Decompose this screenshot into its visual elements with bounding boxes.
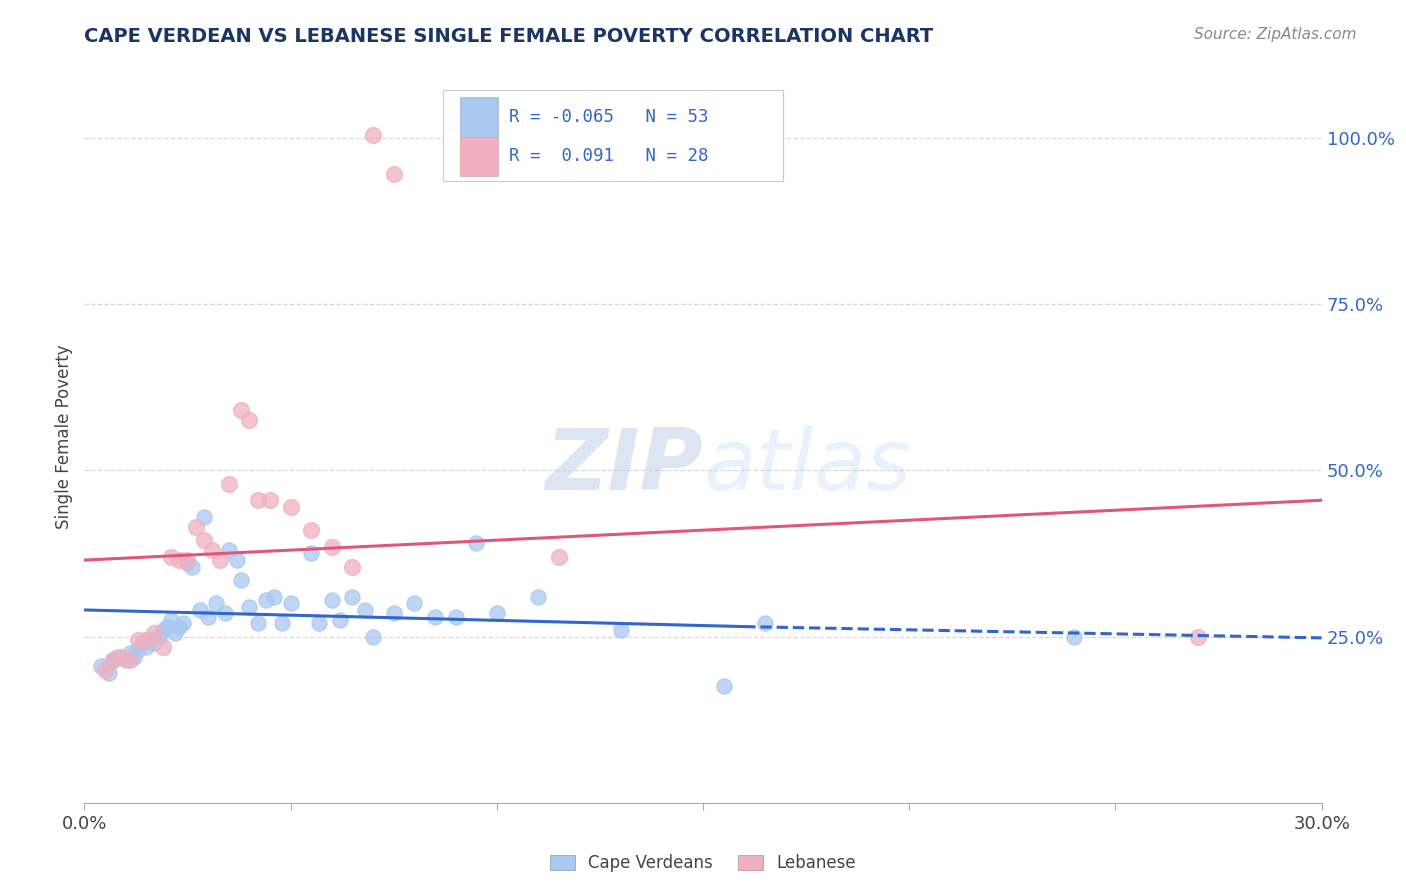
- Point: [135, 632, 157, 647]
- Point: [254, 593, 277, 607]
- Text: atlas: atlas: [703, 425, 911, 508]
- Point: [299, 546, 322, 560]
- Point: [238, 599, 260, 614]
- Point: [205, 596, 228, 610]
- Point: [246, 616, 269, 631]
- Point: [98, 666, 121, 681]
- Text: R = -0.065   N = 53: R = -0.065 N = 53: [509, 108, 709, 126]
- Point: [135, 640, 157, 654]
- Point: [465, 536, 488, 550]
- Point: [353, 603, 375, 617]
- Point: [214, 607, 236, 621]
- Point: [193, 533, 215, 548]
- Point: [238, 413, 260, 427]
- Point: [218, 476, 240, 491]
- Text: R =  0.091   N = 28: R = 0.091 N = 28: [509, 147, 709, 165]
- Point: [152, 640, 174, 654]
- Legend: Cape Verdeans, Lebanese: Cape Verdeans, Lebanese: [543, 847, 863, 879]
- Point: [176, 557, 198, 571]
- FancyBboxPatch shape: [461, 97, 498, 136]
- Point: [342, 559, 364, 574]
- Point: [527, 590, 550, 604]
- Point: [184, 520, 207, 534]
- Point: [423, 609, 446, 624]
- Point: [180, 559, 202, 574]
- Point: [444, 609, 467, 624]
- Point: [152, 623, 174, 637]
- Point: [280, 500, 302, 514]
- Point: [103, 653, 125, 667]
- Point: [110, 649, 132, 664]
- Point: [197, 609, 219, 624]
- Point: [127, 643, 149, 657]
- Point: [156, 619, 179, 633]
- Point: [342, 590, 364, 604]
- Point: [118, 653, 141, 667]
- Point: [94, 663, 117, 677]
- Point: [176, 553, 198, 567]
- Point: [148, 630, 170, 644]
- Point: [329, 613, 352, 627]
- Point: [271, 616, 294, 631]
- Point: [229, 573, 252, 587]
- Point: [122, 649, 145, 664]
- Point: [226, 553, 249, 567]
- Point: [127, 632, 149, 647]
- Point: [361, 128, 384, 142]
- Point: [143, 626, 166, 640]
- Text: ZIP: ZIP: [546, 425, 703, 508]
- Point: [193, 509, 215, 524]
- Point: [229, 403, 252, 417]
- Point: [308, 616, 330, 631]
- Point: [131, 636, 153, 650]
- Point: [143, 636, 166, 650]
- Point: [114, 653, 136, 667]
- Point: [754, 616, 776, 631]
- Point: [382, 607, 405, 621]
- Point: [485, 607, 508, 621]
- Point: [259, 493, 281, 508]
- FancyBboxPatch shape: [443, 90, 783, 181]
- Point: [160, 613, 183, 627]
- Point: [299, 523, 322, 537]
- Point: [105, 649, 128, 664]
- Point: [404, 596, 426, 610]
- Text: CAPE VERDEAN VS LEBANESE SINGLE FEMALE POVERTY CORRELATION CHART: CAPE VERDEAN VS LEBANESE SINGLE FEMALE P…: [84, 27, 934, 45]
- Point: [361, 630, 384, 644]
- Point: [280, 596, 302, 610]
- Point: [165, 626, 187, 640]
- Point: [321, 593, 343, 607]
- Text: Source: ZipAtlas.com: Source: ZipAtlas.com: [1194, 27, 1357, 42]
- Point: [547, 549, 569, 564]
- Point: [139, 632, 162, 647]
- Point: [160, 549, 183, 564]
- Point: [713, 680, 735, 694]
- Point: [201, 543, 224, 558]
- Point: [188, 603, 211, 617]
- Point: [218, 543, 240, 558]
- Point: [167, 619, 190, 633]
- Point: [246, 493, 269, 508]
- Point: [609, 623, 631, 637]
- Point: [382, 168, 405, 182]
- Y-axis label: Single Female Poverty: Single Female Poverty: [55, 345, 73, 529]
- FancyBboxPatch shape: [461, 136, 498, 176]
- Point: [1063, 630, 1085, 644]
- Point: [263, 590, 285, 604]
- Point: [209, 553, 232, 567]
- Point: [167, 553, 190, 567]
- Point: [118, 646, 141, 660]
- Point: [1187, 630, 1209, 644]
- Point: [103, 653, 125, 667]
- Point: [321, 540, 343, 554]
- Point: [90, 659, 112, 673]
- Point: [172, 616, 194, 631]
